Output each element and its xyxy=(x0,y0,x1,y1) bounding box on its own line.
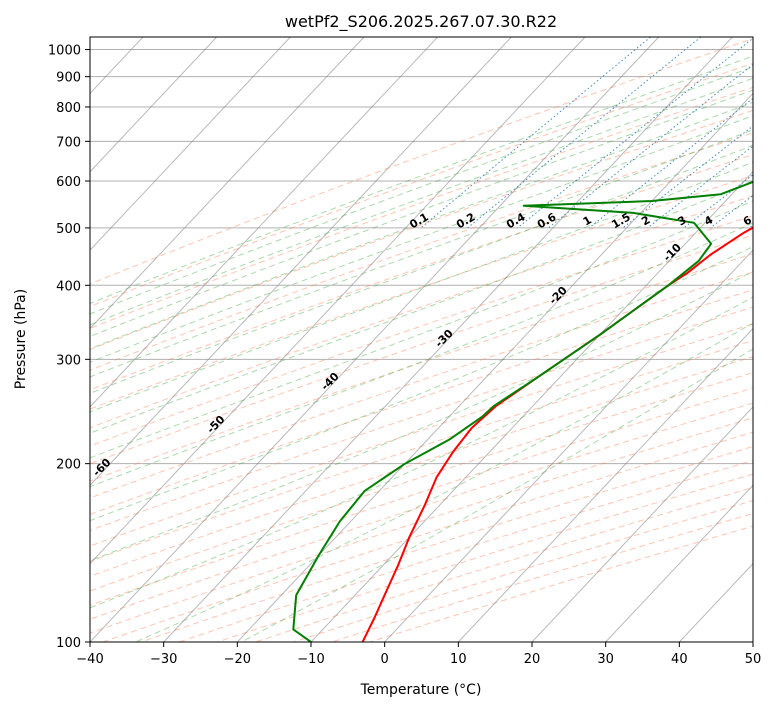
mixing-ratio-line xyxy=(517,37,753,229)
isotherm xyxy=(90,37,439,408)
isotherm xyxy=(531,406,753,642)
isotherm xyxy=(90,37,586,565)
x-tick-label: −10 xyxy=(297,652,324,667)
moist-adiabat xyxy=(90,245,753,522)
x-tick-label: 20 xyxy=(524,652,541,667)
dry-adiabat xyxy=(90,289,753,515)
dry-adiabat xyxy=(90,371,753,592)
mixing-ratio-line xyxy=(548,63,753,229)
dry-adiabat xyxy=(90,215,753,447)
isotherm xyxy=(605,484,753,642)
moist-adiabat xyxy=(90,114,753,363)
x-tick-label: 0 xyxy=(381,652,389,667)
y-tick-label: 300 xyxy=(56,353,81,368)
y-tick-label: 500 xyxy=(56,222,81,237)
isotherm xyxy=(90,37,365,330)
moist-adiabat xyxy=(90,55,753,305)
dry-adiabat xyxy=(90,323,753,547)
moist-adiabat xyxy=(90,101,753,350)
x-axis: −40 −30 −20 −10 0 10 20 30 40 50 xyxy=(76,642,761,667)
isotherm xyxy=(90,37,512,486)
y-tick-label: 700 xyxy=(56,135,81,150)
isotherm xyxy=(90,37,218,173)
moist-adiabat xyxy=(90,66,753,315)
moist-adiabat xyxy=(90,200,753,459)
x-tick-label: 40 xyxy=(671,652,688,667)
dry-adiabat xyxy=(90,271,753,499)
y-axis-label: Pressure (hPa) xyxy=(13,289,29,389)
mixing-ratio-line xyxy=(420,37,651,229)
dry-adiabat xyxy=(90,62,753,308)
isotherm xyxy=(90,37,291,251)
isotherm xyxy=(310,171,753,642)
mixing-ratio-line xyxy=(622,125,753,229)
dry-adiabat xyxy=(90,234,753,465)
x-tick-label: 10 xyxy=(450,652,467,667)
x-tick-label: −40 xyxy=(76,652,103,667)
y-tick-label: 200 xyxy=(56,458,81,473)
isotherm xyxy=(163,37,733,642)
x-axis-label: Temperature (°C) xyxy=(360,682,482,698)
y-tick-label: 100 xyxy=(56,636,81,651)
moist-adiabat xyxy=(135,322,753,642)
dry-adiabat xyxy=(90,356,753,577)
background-lines xyxy=(90,37,753,642)
x-tick-label: −20 xyxy=(224,652,251,667)
y-tick-label: 600 xyxy=(56,175,81,190)
dry-adiabat xyxy=(90,132,753,371)
x-tick-label: 30 xyxy=(597,652,614,667)
x-tick-label: −30 xyxy=(150,652,177,667)
plot-frame xyxy=(89,36,754,643)
series-lines xyxy=(292,180,753,642)
dewpoint-profile xyxy=(292,180,753,642)
isotherm xyxy=(236,92,753,642)
y-tick-label: 1000 xyxy=(48,44,81,59)
y-tick-label: 900 xyxy=(56,71,81,86)
plot-area xyxy=(90,37,753,642)
y-tick-label: 400 xyxy=(56,279,81,294)
moist-adiabat xyxy=(90,222,753,488)
moist-adiabat xyxy=(90,296,753,609)
moist-adiabat xyxy=(90,144,753,394)
chart-title: wetPf2_S206.2025.267.07.30.R22 xyxy=(285,12,557,32)
moist-adiabat xyxy=(90,89,753,337)
dry-adiabat xyxy=(90,153,753,391)
isotherm xyxy=(90,37,660,642)
y-tick-label: 800 xyxy=(56,101,81,116)
dry-adiabat xyxy=(90,174,753,410)
isotherm xyxy=(384,249,753,642)
x-tick-label: 50 xyxy=(745,652,762,667)
moist-adiabat xyxy=(90,161,753,413)
isotherm xyxy=(457,327,753,642)
dry-adiabat xyxy=(90,86,753,329)
temperature-profile xyxy=(361,226,753,642)
y-axis: 100 200 300 400 500 600 700 800 900 1000 xyxy=(48,44,90,651)
